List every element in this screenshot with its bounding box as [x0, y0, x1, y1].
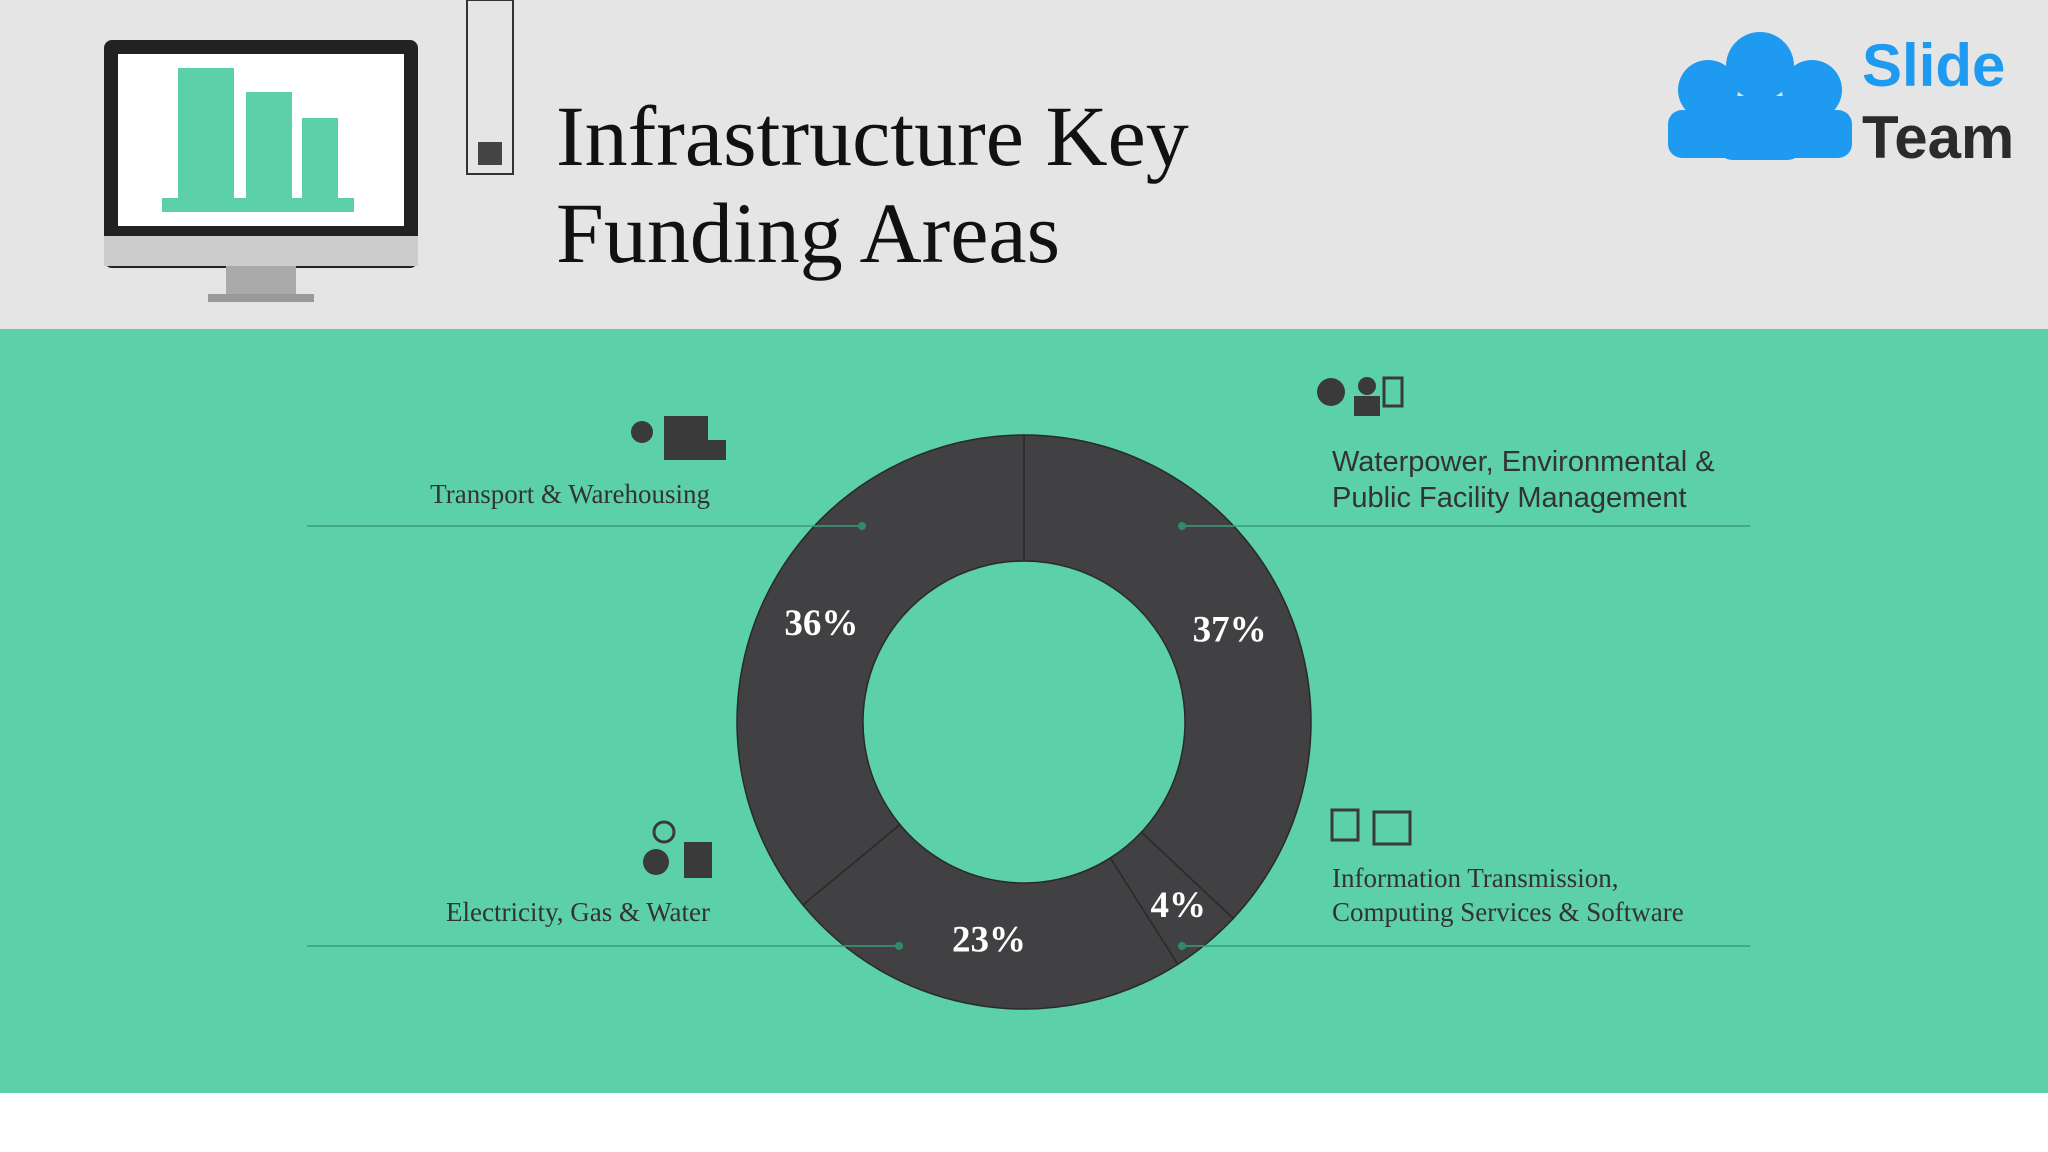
category-label: Transport & Warehousing [430, 479, 710, 509]
category-label: Electricity, Gas & Water [446, 897, 710, 927]
accent-box [466, 0, 514, 175]
logo-icon [1668, 32, 1852, 160]
leader-dot [1178, 942, 1186, 950]
category-label: Information Transmission, Computing Serv… [1332, 863, 1684, 927]
leader-dot [895, 942, 903, 950]
leader-dot [1178, 522, 1186, 530]
category-icons [631, 376, 1412, 878]
value-label: 37% [1193, 610, 1267, 651]
donut-segment [1023, 434, 1312, 920]
donut-segment [736, 434, 1025, 906]
logo-text: Slide [1862, 32, 2005, 99]
value-label: 4% [1151, 885, 1207, 926]
accent-square [478, 142, 502, 165]
monitor-icon [104, 40, 418, 302]
category-label: Waterpower, Environmental & Public Facil… [1332, 446, 1715, 515]
logo-text: Team [1862, 104, 2014, 171]
value-label: 36% [784, 603, 858, 644]
title: Infrastructure Key Funding Areas [556, 88, 1189, 281]
leader-dot [858, 522, 866, 530]
donut-segment [801, 823, 1179, 1010]
value-label: 23% [952, 920, 1026, 961]
